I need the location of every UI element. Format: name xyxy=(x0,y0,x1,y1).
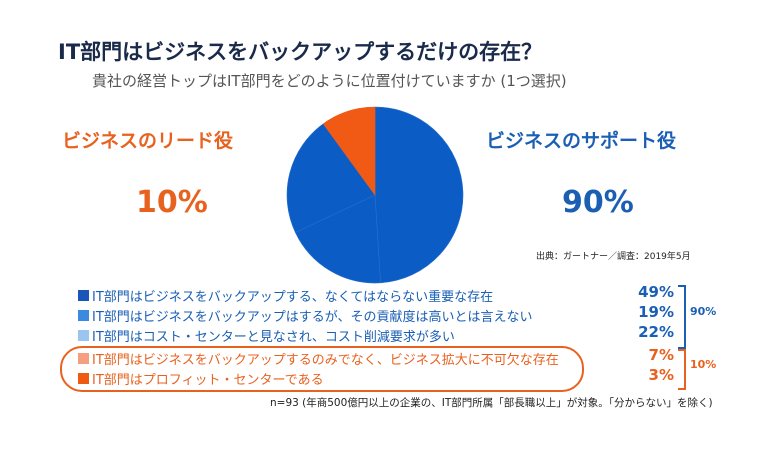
sample-note: n=93 (年商500億円以上の企業の、IT部門所属「部長職以上」が対象。「分か… xyxy=(270,397,713,409)
legend-swatch xyxy=(78,353,89,364)
data-label: 49% xyxy=(638,283,674,301)
pie-slice xyxy=(294,194,381,284)
subtitle: 貴社の経営トップはIT部門をどのように位置付けていますか (1つ選択) xyxy=(92,72,567,90)
legend-item: IT部門はビジネスをバックアップする、なくてはならない重要な存在 xyxy=(78,286,493,305)
legend-item: IT部門はコスト・センターと見なされ、コスト削減要求が多い xyxy=(78,326,455,345)
page-title: IT部門はビジネスをバックアップするだけの存在？ xyxy=(58,40,543,64)
legend-swatch xyxy=(78,330,89,341)
support-pct: 90% xyxy=(562,185,634,220)
data-label: 22% xyxy=(638,323,674,341)
group-bracket xyxy=(678,285,686,349)
source-note: 出典：ガートナー／調査：2019年5月 xyxy=(536,252,691,262)
group-total: 10% xyxy=(690,358,717,371)
group-total: 90% xyxy=(690,305,717,318)
legend-item: IT部門はビジネスをバックアップはするが、その貢献度は高いとは言えない xyxy=(78,306,533,325)
pie-slice xyxy=(358,106,376,196)
lead-pct: 10% xyxy=(136,185,208,220)
group-bracket xyxy=(678,349,686,390)
legend-swatch xyxy=(78,290,89,301)
legend-label: IT部門はプロフィット・センターである xyxy=(92,373,324,388)
data-label: 3% xyxy=(648,366,674,384)
legend-swatch xyxy=(78,310,89,321)
legend-swatch xyxy=(78,373,89,384)
legend-label: IT部門はビジネスをバックアップはするが、その貢献度は高いとは言えない xyxy=(92,310,533,325)
pie-slice xyxy=(286,123,376,233)
legend-label: IT部門はビジネスをバックアップするのみでなく、ビジネス拡大に不可欠な存在 xyxy=(92,353,559,368)
lead-label: ビジネスのリード役 xyxy=(62,130,234,152)
support-label: ビジネスのサポート役 xyxy=(486,130,677,152)
highlight-oval xyxy=(60,346,584,392)
data-label: 19% xyxy=(638,303,674,321)
legend-label: IT部門はコスト・センターと見なされ、コスト削減要求が多い xyxy=(92,330,455,345)
legend-label: IT部門はビジネスをバックアップする、なくてはならない重要な存在 xyxy=(92,290,494,305)
legend-item: IT部門はプロフィット・センターである xyxy=(78,369,324,388)
pie-chart xyxy=(286,106,464,284)
data-label: 7% xyxy=(648,346,674,364)
pie-slice xyxy=(374,106,464,284)
legend-item: IT部門はビジネスをバックアップするのみでなく、ビジネス拡大に不可欠な存在 xyxy=(78,349,559,368)
